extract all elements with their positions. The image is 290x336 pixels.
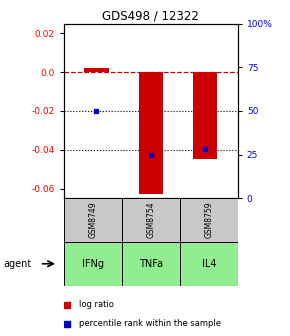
Bar: [122, 198, 180, 242]
Text: percentile rank within the sample: percentile rank within the sample: [79, 319, 222, 328]
Bar: [180, 198, 238, 242]
Bar: [64, 242, 122, 286]
Bar: [64, 198, 122, 242]
Text: GSM8759: GSM8759: [204, 202, 213, 239]
Title: GDS498 / 12322: GDS498 / 12322: [102, 9, 199, 23]
Text: agent: agent: [3, 259, 31, 269]
Bar: [180, 242, 238, 286]
Text: GSM8749: GSM8749: [88, 202, 97, 239]
Text: IL4: IL4: [202, 259, 216, 269]
Bar: [84, 68, 109, 72]
Bar: [193, 72, 218, 159]
Bar: [139, 72, 163, 194]
Text: GSM8754: GSM8754: [146, 202, 155, 239]
Bar: [122, 242, 180, 286]
Text: log ratio: log ratio: [79, 300, 114, 309]
Text: IFNg: IFNg: [82, 259, 104, 269]
Text: TNFa: TNFa: [139, 259, 163, 269]
